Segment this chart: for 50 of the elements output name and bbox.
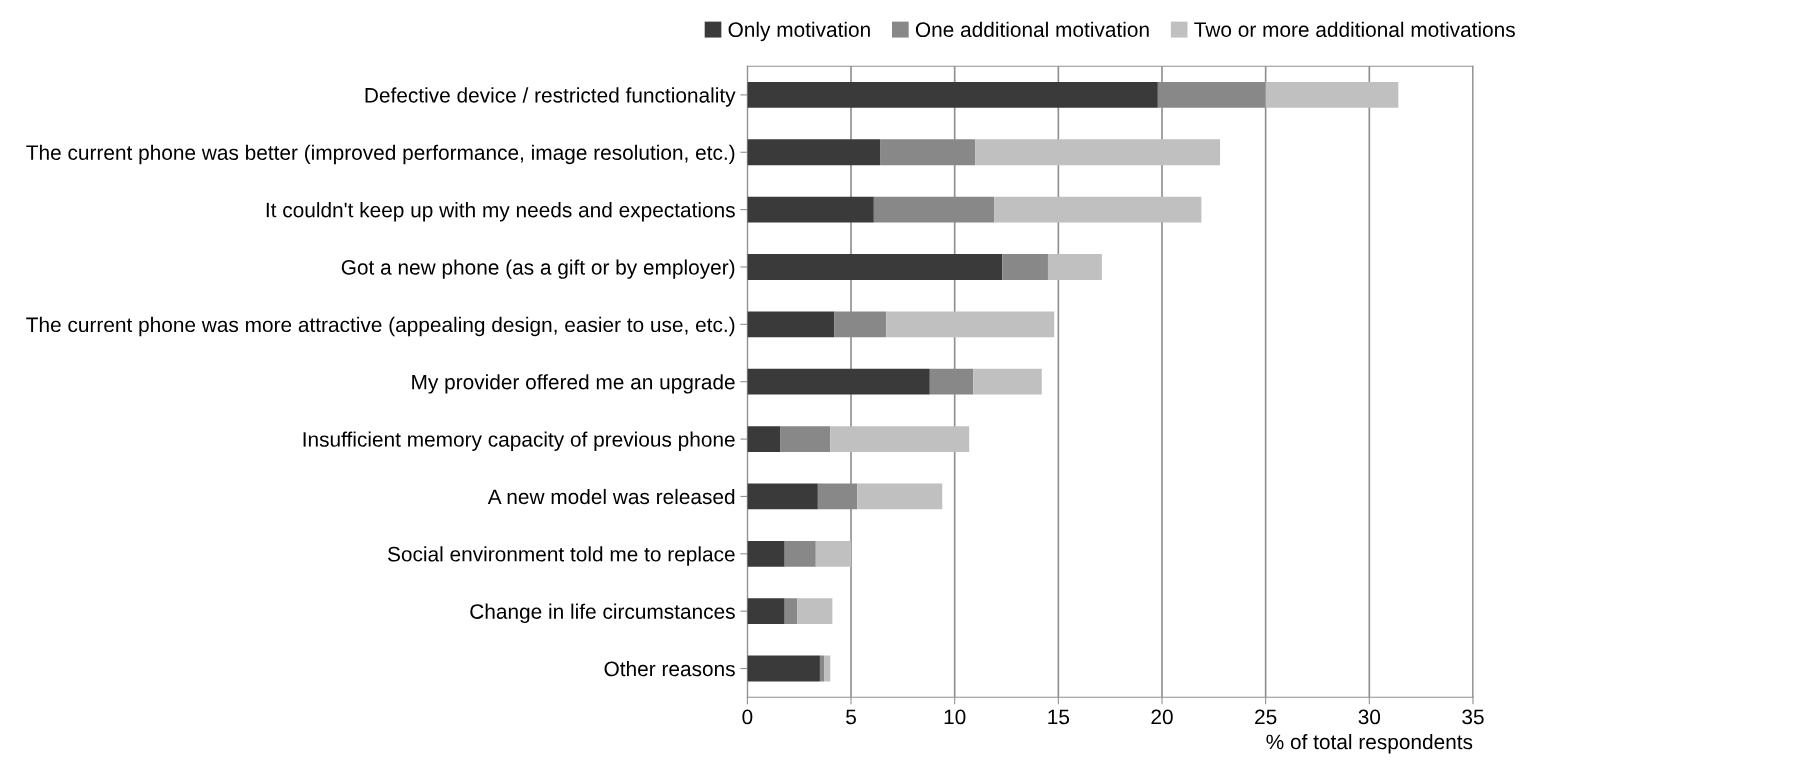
y-tick-label: The current phone was more attractive (appealing design, easier to use, etc.) — [26, 316, 735, 337]
bar — [747, 598, 785, 625]
bar — [1002, 254, 1048, 280]
x-tick-label: 20 — [1151, 709, 1173, 725]
y-tick-label: Defective device / restricted functionality — [365, 87, 736, 107]
legend-label: Only motivation — [728, 21, 870, 42]
bar — [824, 655, 831, 682]
bar — [747, 368, 930, 395]
y-tick-label: Got a new phone (as a gift or by employer) — [341, 259, 735, 279]
y-tick-label: The current phone was better (improved performance, image resolution, etc.) — [26, 144, 735, 165]
y-tick-label: Other reasons — [604, 660, 735, 677]
bar — [975, 139, 1221, 166]
bar — [857, 483, 943, 510]
bar — [784, 598, 798, 625]
bar — [747, 655, 820, 682]
bar — [747, 139, 881, 166]
x-tick-label: 35 — [1462, 709, 1484, 725]
bar — [797, 598, 833, 625]
bar — [886, 311, 1055, 338]
x-tick-label: 30 — [1358, 709, 1381, 725]
x-tick-label: 15 — [1048, 709, 1070, 725]
bar — [815, 540, 852, 567]
bar — [747, 196, 874, 223]
bar — [747, 540, 785, 567]
legend-label: Two or more additional motivations — [1194, 21, 1515, 38]
y-tick-label: A new model was released — [487, 488, 735, 505]
x-tick-label: 5 — [846, 709, 856, 725]
y-tick-label: My provider offered me an upgrade — [412, 374, 735, 394]
bar — [1265, 81, 1399, 108]
bar — [994, 196, 1202, 223]
y-tick-label: It couldn't keep up with my needs and expectations — [266, 202, 735, 222]
bar — [819, 655, 825, 682]
x-tick-label: 10 — [944, 709, 966, 725]
x-tick-label: 25 — [1255, 709, 1277, 725]
bar — [747, 254, 1003, 280]
bar — [747, 483, 818, 510]
bar — [747, 426, 781, 452]
bar — [780, 426, 831, 452]
bar — [830, 426, 970, 452]
bar — [1047, 254, 1102, 280]
bar — [747, 81, 1158, 108]
bar — [747, 311, 835, 338]
y-tick-label: Change in life circumstances — [470, 603, 735, 624]
legend-label: One additional motivation — [915, 21, 1149, 38]
x-axis-title: % of total respondents — [1266, 733, 1473, 754]
y-tick-label: Insufficient memory capacity of previous phone — [303, 431, 735, 451]
bar — [973, 368, 1042, 395]
bar — [784, 540, 816, 567]
x-tick-label: 0 — [742, 709, 753, 725]
y-tick-label: Social environment told me to replace — [387, 546, 735, 566]
